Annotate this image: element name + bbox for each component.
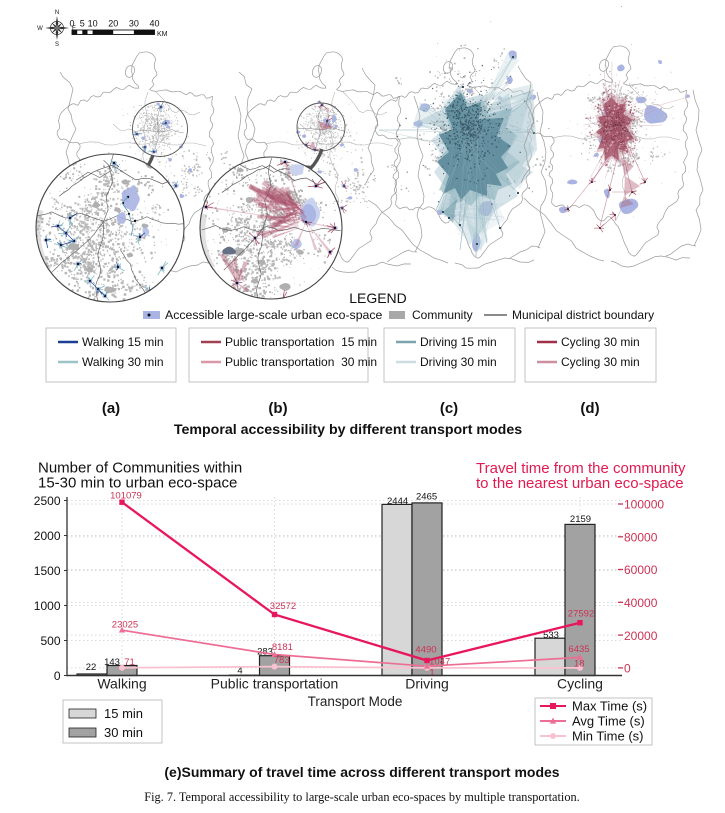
svg-text:2444: 2444 [387, 496, 408, 507]
svg-text:8181: 8181 [272, 642, 293, 653]
svg-text:Fig. 7. Temporal accessibilit: Fig. 7. Temporal accessibility to large-… [144, 790, 579, 804]
svg-text:40: 40 [149, 19, 159, 29]
svg-text:15-30 min to urban eco-space: 15-30 min to urban eco-space [38, 475, 237, 492]
svg-text:30: 30 [129, 19, 139, 29]
svg-text:18: 18 [574, 659, 585, 670]
svg-text:6435: 6435 [568, 644, 589, 655]
svg-text:Driving: Driving [405, 676, 449, 692]
svg-text:500: 500 [40, 634, 60, 648]
svg-text:(d): (d) [580, 400, 599, 417]
svg-text:22: 22 [86, 662, 97, 673]
svg-text:783: 783 [274, 655, 290, 666]
svg-text:Municipal district boundary: Municipal district boundary [512, 308, 654, 322]
svg-text:Driving 15 min: Driving 15 min [420, 335, 497, 349]
svg-text:LEGEND: LEGEND [349, 290, 407, 306]
svg-text:Max Time (s): Max Time (s) [572, 699, 647, 714]
svg-text:Min Time (s): Min Time (s) [572, 729, 644, 744]
svg-text:Cycling: Cycling [557, 676, 603, 692]
svg-text:23025: 23025 [112, 620, 138, 631]
svg-text:143: 143 [104, 657, 120, 668]
svg-text:Avg Time (s): Avg Time (s) [572, 714, 645, 729]
svg-text:2500: 2500 [34, 494, 61, 508]
svg-text:0: 0 [624, 662, 631, 676]
svg-text:Community: Community [412, 308, 473, 322]
svg-text:(a): (a) [102, 400, 120, 417]
svg-text:Driving 30 min: Driving 30 min [420, 355, 497, 369]
svg-text:1000: 1000 [34, 599, 61, 613]
svg-text:Public transportation: Public transportation [211, 676, 339, 692]
svg-text:2000: 2000 [34, 529, 61, 543]
svg-text:Cycling 30 min: Cycling 30 min [561, 355, 640, 369]
svg-text:80000: 80000 [624, 531, 658, 545]
svg-text:KM: KM [157, 31, 168, 38]
svg-text:(b): (b) [268, 400, 287, 417]
svg-text:1500: 1500 [34, 564, 61, 578]
svg-text:Walking 30 min: Walking 30 min [82, 355, 164, 369]
svg-text:Cycling 30 min: Cycling 30 min [561, 335, 640, 349]
svg-text:Walking: Walking [97, 676, 146, 692]
svg-text:Walking 15 min: Walking 15 min [82, 335, 164, 349]
svg-text:0: 0 [54, 669, 61, 683]
svg-text:1047: 1047 [429, 657, 450, 668]
svg-text:to the nearest urban eco-space: to the nearest urban eco-space [476, 475, 684, 492]
svg-text:2159: 2159 [570, 514, 591, 525]
svg-text:40000: 40000 [624, 596, 658, 610]
svg-text:60000: 60000 [624, 563, 658, 577]
svg-text:N: N [55, 10, 59, 16]
svg-text:Accessible large-scale urban e: Accessible large-scale urban eco-space [165, 308, 383, 322]
svg-text:100000: 100000 [624, 498, 664, 512]
svg-text:15 min: 15 min [104, 706, 143, 721]
svg-text:0: 0 [69, 19, 74, 29]
svg-text:Public transportation 30 min: Public transportation 30 min [225, 355, 377, 369]
svg-text:(e)Summary of travel time acro: (e)Summary of travel time across differe… [164, 764, 559, 780]
svg-text:5: 5 [80, 19, 85, 29]
svg-text:Public transportation 15 min: Public transportation 15 min [225, 335, 377, 349]
svg-text:20000: 20000 [624, 629, 658, 643]
svg-text:30 min: 30 min [104, 725, 143, 740]
svg-text:4490: 4490 [415, 644, 436, 655]
svg-text:10: 10 [88, 19, 98, 29]
svg-text:101079: 101079 [110, 491, 142, 502]
svg-text:20: 20 [108, 19, 118, 29]
svg-text:71: 71 [124, 657, 135, 668]
svg-text:(c): (c) [440, 400, 458, 417]
svg-text:2465: 2465 [416, 491, 437, 502]
svg-text:W: W [37, 26, 43, 32]
svg-text:27592: 27592 [568, 609, 594, 620]
svg-text:Transport Mode: Transport Mode [308, 694, 403, 709]
svg-text:Temporal accessibility by diff: Temporal accessibility by different tran… [174, 422, 522, 438]
svg-text:S: S [55, 42, 59, 48]
svg-text:32572: 32572 [270, 601, 296, 612]
